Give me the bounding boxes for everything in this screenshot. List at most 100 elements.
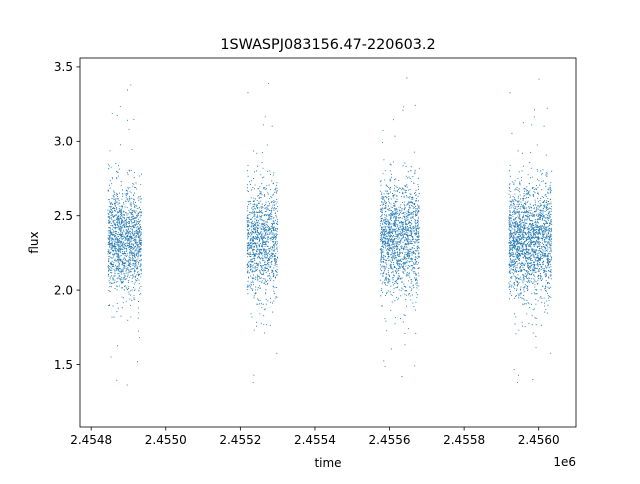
data-point [396,201,398,203]
data-point [401,246,403,249]
data-point [117,254,119,256]
data-point [518,297,520,299]
data-point [124,285,126,287]
data-point [262,242,264,244]
data-point [130,262,132,264]
data-point [254,262,256,264]
data-point [139,242,141,244]
data-point [254,214,256,216]
data-point [119,250,121,252]
data-point [268,233,271,235]
data-point [535,215,537,217]
data-point [411,258,413,260]
data-point [262,250,265,252]
data-point [397,247,399,249]
data-point [412,212,414,214]
data-point [261,257,263,259]
data-point [543,256,545,258]
data-point [536,144,538,146]
data-point [382,237,384,239]
data-point [246,220,248,222]
data-point [407,255,409,257]
data-point [268,252,270,254]
data-point [139,232,141,234]
data-point [260,216,262,218]
data-point [276,263,278,265]
data-point [397,227,399,229]
data-point [392,284,394,286]
data-point [541,278,544,280]
data-point [412,302,414,304]
data-point [416,274,418,276]
data-point [254,208,257,210]
data-point [540,266,542,268]
data-point [263,241,265,243]
data-point [262,229,264,231]
data-point [112,239,115,241]
data-point [520,204,523,206]
data-point [253,171,256,173]
data-point [395,210,397,212]
data-point [392,161,394,163]
data-point [396,211,398,213]
data-point [388,196,390,198]
data-point [415,263,417,265]
data-point [526,196,528,198]
data-point [115,250,117,252]
data-point [135,182,137,184]
data-point [516,288,518,290]
data-point [403,247,405,249]
data-point [273,201,275,204]
data-point [403,106,405,108]
data-point [264,253,266,255]
data-point [109,220,111,223]
data-point [391,294,393,296]
data-point [407,251,409,253]
data-point [139,269,142,271]
data-point [133,247,135,249]
data-point [126,242,128,244]
data-point [130,243,133,245]
data-point [402,237,404,240]
data-point [255,270,257,272]
data-point [260,225,262,227]
data-point [250,281,252,284]
data-point [388,239,390,241]
data-point [270,210,272,212]
data-point [252,238,254,240]
data-point [126,218,128,221]
data-point [271,233,273,235]
data-point [246,263,249,265]
data-point [408,229,410,231]
data-point [380,194,382,196]
data-point [528,216,530,218]
data-point [116,237,118,239]
data-point [394,211,396,214]
data-point [550,187,552,189]
data-point [261,177,264,179]
data-point [401,231,403,233]
data-point [391,242,393,244]
data-point [410,170,412,172]
data-point [519,237,521,240]
data-point [260,248,262,250]
data-point [418,207,420,209]
data-point [135,235,137,237]
data-point [387,282,389,284]
data-point [135,261,137,263]
data-point [134,250,136,252]
data-point [398,241,401,243]
data-point [111,247,113,249]
data-point [518,245,520,247]
data-point [136,188,138,190]
data-point [251,289,254,292]
data-point [277,224,279,226]
data-point [403,204,405,206]
data-point [254,184,256,186]
data-point [416,287,418,289]
data-point [114,205,116,207]
data-point [414,250,416,252]
data-point [139,206,141,208]
data-point [246,265,248,267]
data-point [412,214,414,216]
